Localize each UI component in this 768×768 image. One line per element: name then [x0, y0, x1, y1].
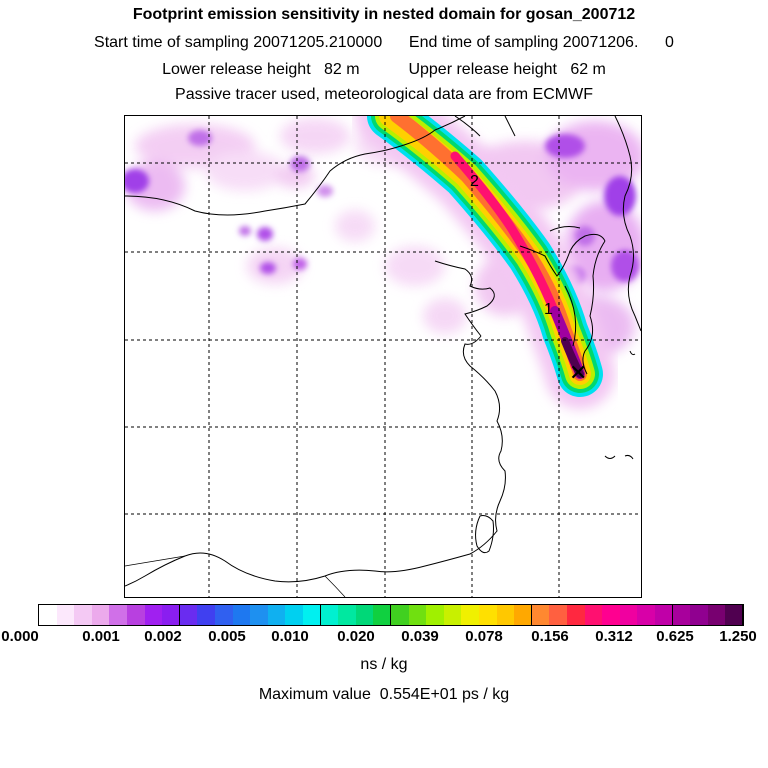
tracer-info-line: Passive tracer used, meteorological data… [175, 86, 593, 103]
colorbar-segment [514, 605, 533, 625]
colorbar-segment [655, 605, 674, 625]
colorbar [38, 604, 744, 626]
colorbar-segment [391, 605, 410, 625]
colorbar-tick: 0.078 [465, 628, 503, 645]
colorbar-segment [408, 605, 427, 625]
colorbar-tick: 0.005 [208, 628, 246, 645]
map-canvas: 2 1 ✕ [125, 116, 641, 597]
colorbar-segment [461, 605, 480, 625]
colorbar-segment [127, 605, 146, 625]
inland-borders [125, 555, 346, 597]
colorbar-segment [479, 605, 498, 625]
colorbar-segment [355, 605, 374, 625]
colorbar-segment [619, 605, 638, 625]
colorbar-segment [426, 605, 445, 625]
colorbar-segment [179, 605, 198, 625]
colorbar-segment [373, 605, 392, 625]
colorbar-units: ns / kg [360, 656, 408, 673]
colorbar-segment [672, 605, 691, 625]
colorbar-segment [74, 605, 93, 625]
colorbar-segment [267, 605, 286, 625]
maximum-value-label: Maximum value 0.554E+01 ps / kg [258, 686, 510, 703]
colorbar-segment [707, 605, 726, 625]
footprint-map: 2 1 ✕ [124, 115, 642, 598]
colorbar-segment [285, 605, 304, 625]
colorbar-segment [109, 605, 128, 625]
trajectory-marker-2: 2 [470, 173, 479, 190]
colorbar-segment [584, 605, 603, 625]
colorbar-segment [690, 605, 709, 625]
colorbar-segment [637, 605, 656, 625]
colorbar-segment [567, 605, 586, 625]
trajectory-marker-1: 1 [544, 301, 553, 318]
colorbar-segment [232, 605, 251, 625]
colorbar-segment [162, 605, 181, 625]
colorbar-segment [496, 605, 515, 625]
colorbar-segment [338, 605, 357, 625]
sampling-time-line: Start time of sampling 20071205.210000 E… [94, 34, 674, 51]
colorbar-segment [197, 605, 216, 625]
colorbar-segment [602, 605, 621, 625]
colorbar-segment [725, 605, 744, 625]
colorbar-segment [91, 605, 110, 625]
colorbar-segment [250, 605, 269, 625]
colorbar-segment [56, 605, 75, 625]
coastlines [125, 116, 641, 587]
lat-lon-grid [125, 116, 641, 597]
colorbar-tick: 0.039 [401, 628, 439, 645]
low-sensitivity-field [125, 118, 641, 356]
colorbar-tick: 0.312 [595, 628, 633, 645]
emission-plume [355, 116, 615, 409]
map-title: Footprint emission sensitivity in nested… [132, 6, 636, 23]
colorbar-tick: 0.156 [531, 628, 569, 645]
colorbar-segment [443, 605, 462, 625]
colorbar-tick: 0.625 [656, 628, 694, 645]
colorbar-tick: 0.002 [144, 628, 182, 645]
colorbar-tick: 0.010 [271, 628, 309, 645]
release-height-line: Lower release height 82 m Upper release … [162, 61, 606, 78]
colorbar-tick: 0.001 [82, 628, 120, 645]
colorbar-tick: 1.250 [719, 628, 757, 645]
colorbar-segment [303, 605, 322, 625]
colorbar-segment [39, 605, 58, 625]
receptor-marker: ✕ [569, 361, 587, 386]
colorbar-segment [215, 605, 234, 625]
colorbar-segment [320, 605, 339, 625]
colorbar-tick: 0.020 [337, 628, 375, 645]
colorbar-segment [531, 605, 550, 625]
colorbar-segment [549, 605, 568, 625]
colorbar-tick: 0.000 [1, 628, 39, 645]
colorbar-segment [144, 605, 163, 625]
